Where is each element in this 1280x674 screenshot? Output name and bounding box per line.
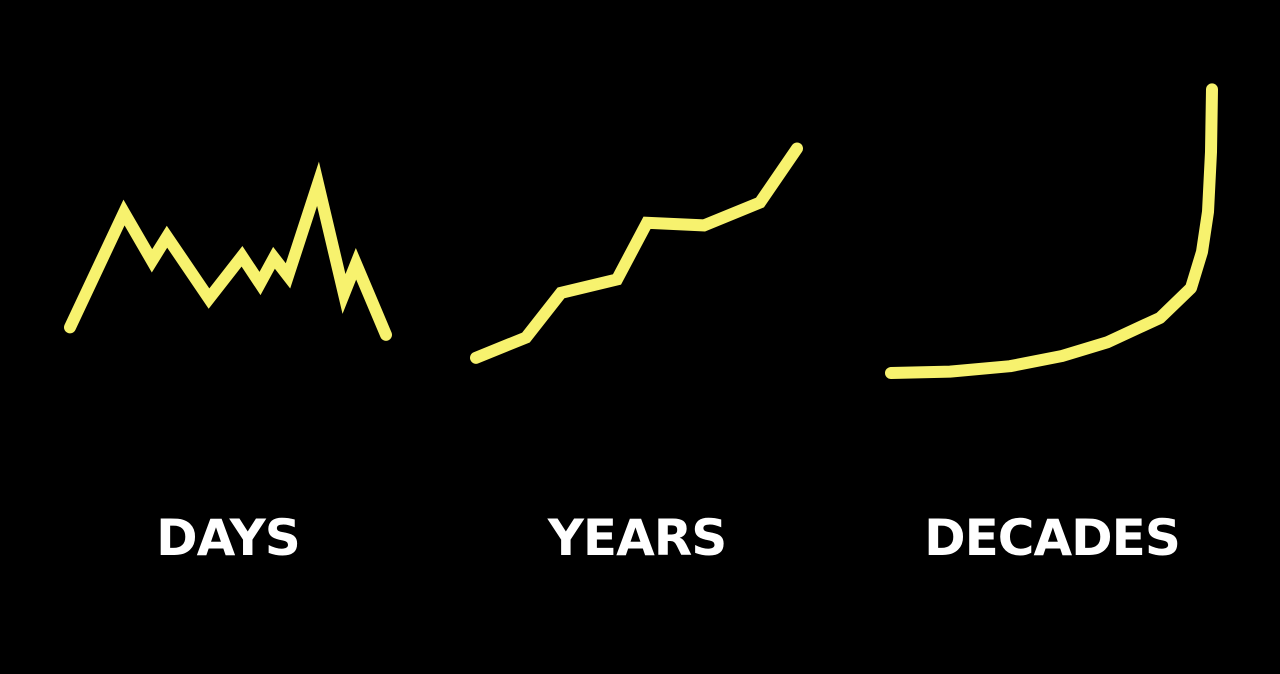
- series-line: [885, 83, 1218, 379]
- years-label: YEARS: [547, 509, 728, 567]
- decades-label: DECADES: [924, 509, 1181, 567]
- days-chart: [64, 161, 392, 341]
- years-chart: [470, 142, 803, 364]
- series-line: [470, 142, 803, 364]
- days-label: DAYS: [156, 509, 301, 567]
- decades-chart: [885, 83, 1218, 379]
- series-line: [64, 161, 392, 341]
